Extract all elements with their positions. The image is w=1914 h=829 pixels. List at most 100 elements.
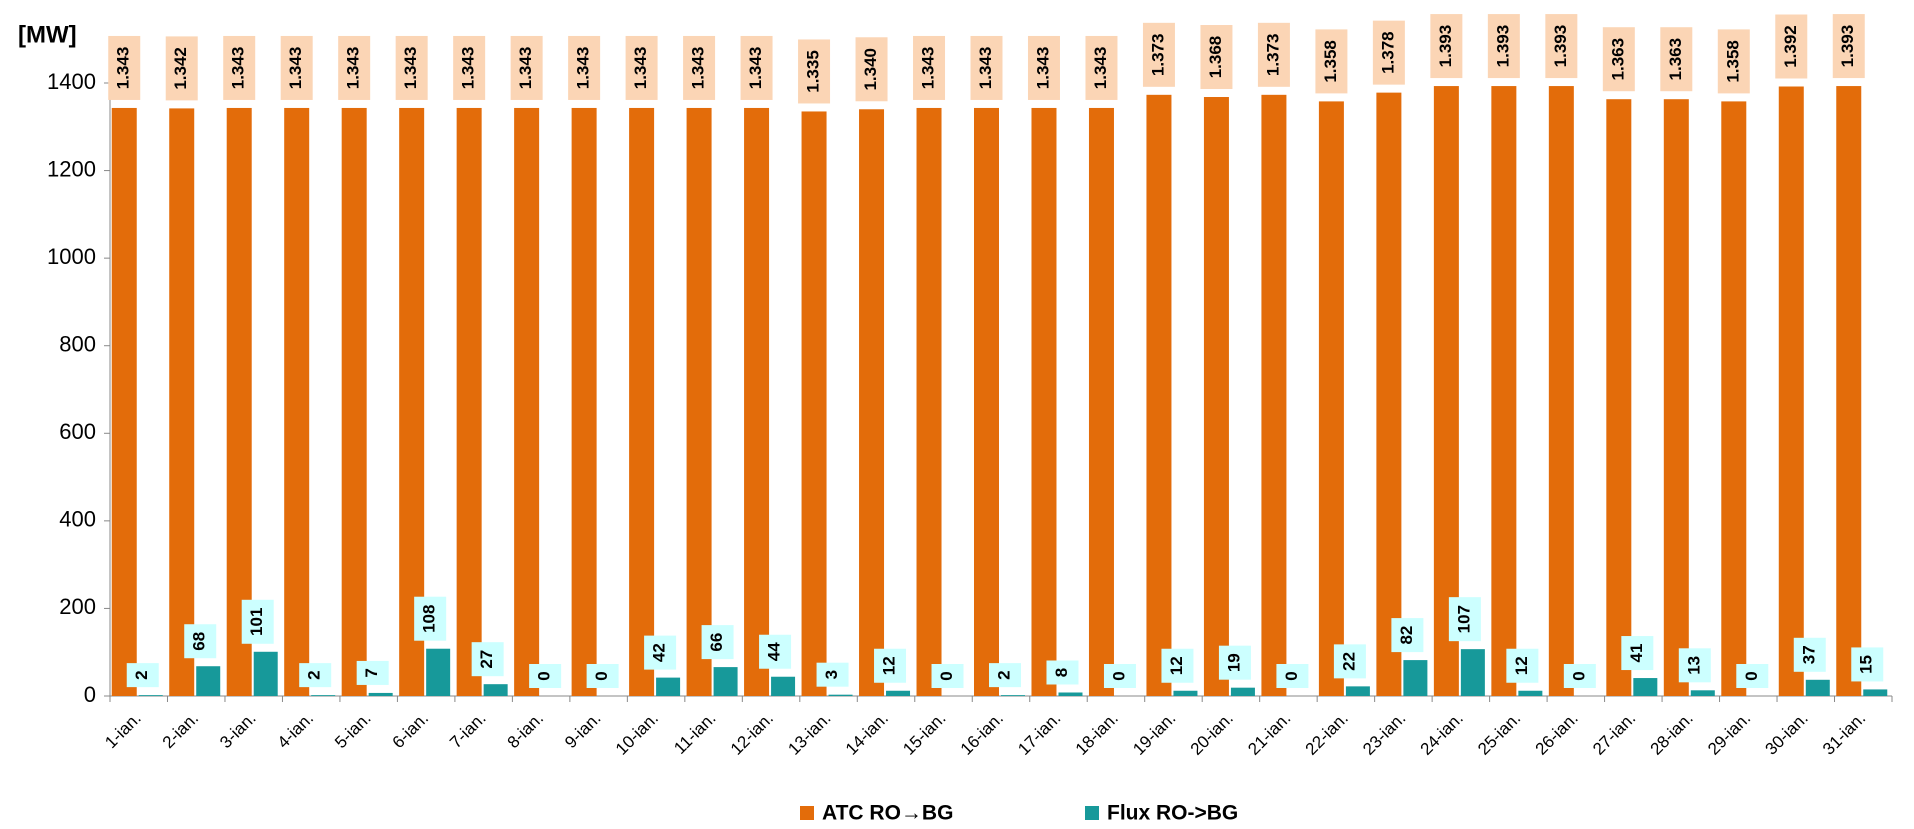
- x-tick-label: 9-ian.: [561, 709, 605, 753]
- data-label: 2: [132, 670, 151, 679]
- bar: [1518, 690, 1543, 696]
- data-label-box: [338, 35, 371, 100]
- x-tick-label: 29-ian.: [1704, 709, 1754, 759]
- y-tick-label: 200: [59, 594, 96, 619]
- y-tick-label: 800: [59, 332, 96, 357]
- data-label: 1.358: [1321, 40, 1340, 83]
- x-tick-label: 21-ian.: [1244, 709, 1294, 759]
- y-tick-label: 400: [59, 507, 96, 532]
- bar: [1058, 692, 1083, 696]
- bar: [226, 107, 252, 696]
- data-label: 1.343: [1033, 47, 1052, 90]
- data-label-box: [1161, 648, 1194, 683]
- data-label-box: [1851, 647, 1884, 682]
- bar: [1778, 86, 1804, 696]
- x-tick-label: 17-ian.: [1014, 709, 1064, 759]
- bar: [514, 107, 540, 696]
- data-label-box: [970, 35, 1003, 100]
- data-label: 1.343: [286, 47, 305, 90]
- data-label: 19: [1224, 653, 1243, 672]
- y-tick-label: 1000: [47, 244, 96, 269]
- data-label: 1.343: [976, 47, 995, 90]
- data-label-box: [798, 39, 831, 104]
- bar: [713, 667, 738, 696]
- data-label: 0: [592, 671, 611, 680]
- bar: [801, 111, 827, 697]
- data-label: 1.335: [804, 50, 823, 93]
- x-tick-label: 18-ian.: [1072, 709, 1122, 759]
- data-label: 7: [362, 668, 381, 677]
- data-label-box: [510, 35, 543, 100]
- x-tick-label: 2-ian.: [159, 709, 203, 753]
- data-label-box: [356, 660, 389, 685]
- data-label: 12: [1167, 656, 1186, 675]
- data-label-box: [759, 634, 792, 669]
- data-label-box: [184, 624, 217, 659]
- data-label-box: [913, 35, 946, 100]
- bar: [1548, 86, 1574, 696]
- x-tick-label: 11-ian.: [670, 709, 719, 758]
- data-label: 1.343: [344, 47, 363, 90]
- data-label: 41: [1627, 644, 1646, 663]
- bar: [1261, 94, 1287, 696]
- data-label: 0: [937, 671, 956, 680]
- y-tick-label: 600: [59, 419, 96, 444]
- bar: [1031, 107, 1057, 696]
- bar: [1491, 86, 1517, 696]
- legend-swatch: [1085, 806, 1099, 820]
- data-label-box: [1333, 644, 1366, 679]
- data-label-box: [1621, 636, 1654, 671]
- bar: [1088, 107, 1114, 696]
- y-axis-label: [MW]: [18, 21, 77, 48]
- data-label-box: [165, 36, 198, 101]
- data-label: 1.343: [401, 47, 420, 90]
- bar: [1403, 660, 1428, 696]
- data-label: 1.340: [861, 48, 880, 91]
- bar: [426, 648, 451, 696]
- data-label-box: [1660, 27, 1693, 92]
- data-label: 13: [1684, 656, 1703, 675]
- bar: [1173, 690, 1198, 696]
- x-tick-label: 24-ian.: [1417, 709, 1467, 759]
- bar: [1376, 92, 1402, 696]
- data-label: 1.393: [1838, 25, 1857, 68]
- data-label-box: [471, 642, 504, 677]
- x-tick-label: 5-ian.: [331, 709, 375, 753]
- data-label: 1.343: [516, 47, 535, 90]
- data-label: 0: [535, 671, 554, 680]
- data-label: 1.363: [1666, 38, 1685, 81]
- bar: [1836, 86, 1862, 696]
- data-label: 2: [305, 670, 324, 679]
- bar: [974, 107, 999, 696]
- legend-label: ATC RO→BG: [822, 802, 953, 825]
- data-label-box: [625, 35, 658, 100]
- x-tick-label: 13-ian.: [784, 709, 834, 759]
- data-label-box: [1085, 35, 1118, 100]
- x-tick-label: 28-ian.: [1647, 709, 1697, 759]
- data-label: 1.343: [746, 47, 765, 90]
- data-label: 1.343: [459, 47, 478, 90]
- x-tick-label: 23-ian.: [1359, 709, 1409, 759]
- data-label-box: [453, 35, 486, 100]
- data-label-box: [1257, 22, 1290, 87]
- data-label: 0: [1569, 671, 1588, 680]
- data-label-box: [1046, 660, 1079, 685]
- data-label-box: [1391, 618, 1424, 653]
- y-tick-label: 1400: [47, 69, 96, 94]
- bar: [1203, 97, 1229, 697]
- data-label-box: [299, 663, 332, 688]
- x-tick-label: 6-ian.: [389, 709, 433, 753]
- data-label-box: [1717, 29, 1750, 94]
- bar: [368, 692, 393, 696]
- x-tick-label: 26-ian.: [1532, 709, 1582, 759]
- bar: [1460, 649, 1485, 696]
- bar: [284, 107, 310, 696]
- x-tick-label: 16-ian.: [957, 709, 1007, 759]
- data-label-box: [1602, 27, 1635, 92]
- bar: [686, 107, 712, 696]
- data-label-box: [855, 37, 888, 102]
- bar: [341, 107, 367, 696]
- data-label-box: [568, 35, 601, 100]
- data-label-box: [1276, 664, 1309, 688]
